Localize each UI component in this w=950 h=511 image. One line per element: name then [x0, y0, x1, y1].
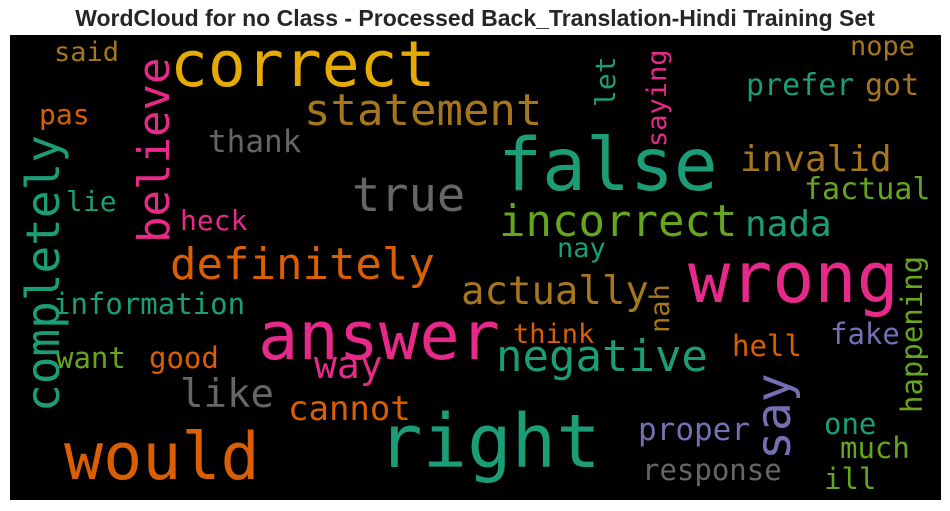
word-one: one: [824, 407, 877, 441]
word-answer: answer: [258, 297, 501, 375]
word-factual: factual: [804, 172, 931, 207]
word-much: much: [840, 431, 910, 465]
word-think: think: [513, 319, 595, 350]
word-got: got: [865, 68, 920, 103]
word-happening: happening: [895, 255, 929, 413]
word-incorrect: incorrect: [499, 196, 738, 247]
word-true: true: [352, 168, 466, 223]
word-nah: nah: [645, 284, 676, 333]
word-completely: completely: [16, 135, 70, 412]
word-definitely: definitely: [170, 239, 435, 290]
word-want: want: [56, 341, 126, 375]
chart-title: WordCloud for no Class - Processed Back_…: [75, 5, 875, 31]
word-like: like: [180, 372, 274, 417]
word-prefer: prefer: [746, 68, 855, 103]
word-nada: nada: [745, 204, 832, 245]
word-said: said: [54, 37, 120, 68]
word-nay: nay: [557, 233, 606, 264]
word-ill: ill: [824, 462, 877, 496]
word-information: information: [53, 287, 246, 321]
word-invalid: invalid: [740, 139, 892, 180]
word-cannot: cannot: [288, 389, 411, 429]
word-fake: fake: [830, 317, 900, 351]
word-thank: thank: [208, 124, 302, 160]
word-false: false: [498, 123, 718, 208]
word-correct: correct: [170, 35, 436, 101]
word-pas: pas: [39, 98, 90, 131]
word-would: would: [64, 420, 260, 495]
word-hell: hell: [732, 329, 802, 363]
word-actually: actually: [461, 269, 649, 314]
word-say: say: [746, 373, 802, 460]
word-let: let: [589, 56, 622, 107]
word-believe: believe: [129, 57, 180, 243]
word-lie: lie: [66, 185, 117, 218]
word-wrong: wrong: [688, 237, 899, 319]
word-proper: proper: [638, 412, 750, 448]
word-cloud: correct false wrong right answer would s…: [10, 35, 941, 500]
word-response: response: [642, 453, 782, 487]
word-heck: heck: [180, 204, 248, 237]
word-good: good: [149, 341, 219, 375]
word-statement: statement: [304, 85, 543, 136]
word-right: right: [378, 399, 601, 485]
word-negative: negative: [496, 331, 708, 382]
word-way: way: [314, 343, 383, 387]
word-saying: saying: [642, 49, 673, 147]
word-nope: nope: [850, 35, 916, 62]
